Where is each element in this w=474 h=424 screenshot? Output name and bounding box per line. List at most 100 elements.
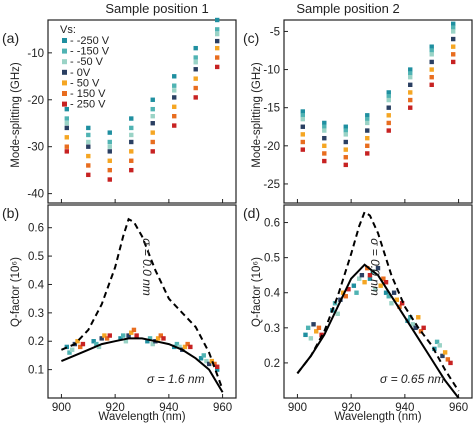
panel-b-point-s2-p5 bbox=[204, 358, 209, 364]
panel-b-point-s4-p4 bbox=[182, 344, 188, 350]
panel-c-ytick-label-2: -15 bbox=[263, 103, 280, 115]
panel-d-point-s3-p2 bbox=[359, 272, 365, 278]
panel-b-curve-dashed bbox=[61, 217, 224, 390]
panel-c-point-s2-p1 bbox=[322, 128, 327, 133]
panel-b-point-s3-p5 bbox=[206, 361, 212, 367]
legend-label-6: - 250 V bbox=[70, 99, 106, 111]
panel-a-point-s0-p2 bbox=[107, 130, 112, 135]
panel-c-point-s4-p2 bbox=[343, 147, 348, 152]
panel-c-point-s6-p3 bbox=[365, 151, 370, 156]
panel-a-point-s5-p1 bbox=[86, 163, 91, 168]
panel-d-point-s6-p5 bbox=[421, 325, 426, 331]
panel-b-point-s6-p5 bbox=[215, 364, 220, 369]
panel-d-xtick-label-1: 920 bbox=[342, 402, 361, 414]
panel-a-point-s5-p3 bbox=[129, 158, 134, 163]
panel-b-point-s4-p3 bbox=[155, 336, 161, 341]
panel-a-point-s6-p1 bbox=[86, 172, 91, 178]
annotation-sigma-1-6: σ = 1.6 nm bbox=[147, 372, 205, 386]
panel-c-frame bbox=[283, 19, 473, 204]
panel-a-point-s6-p6 bbox=[193, 95, 198, 100]
panel-b-point-s5-p0 bbox=[78, 344, 83, 350]
annotation-sigma-0-right: σ = 0.0 nm bbox=[368, 238, 382, 296]
panel-c-ytick-label-3: -10 bbox=[263, 65, 280, 77]
legend-label-1: - -150 V bbox=[70, 46, 110, 58]
panel-d-point-s3-p0 bbox=[311, 322, 316, 327]
panel-d-point-s1-p4 bbox=[386, 294, 391, 299]
legend-label-3: - 0V bbox=[70, 67, 91, 79]
panel-d-curve-solid bbox=[296, 263, 460, 399]
panel-a-point-s2-p7 bbox=[215, 31, 220, 37]
panel-c-point-s0-p6 bbox=[429, 44, 434, 49]
panel-c-point-s0-p3 bbox=[365, 113, 370, 118]
legend-swatch-0 bbox=[62, 38, 67, 43]
panel-d-point-s0-p2 bbox=[351, 283, 357, 288]
panel-a-point-s0-p4 bbox=[150, 97, 155, 102]
panel-d-point-s5-p3 bbox=[381, 276, 386, 281]
panel-d-xtick-label-3: 960 bbox=[449, 402, 468, 414]
panel-a-point-s4-p3 bbox=[129, 149, 134, 154]
panel-c-point-s1-p3 bbox=[365, 116, 370, 122]
panel-a-point-s4-p0 bbox=[64, 135, 69, 140]
panel-d-point-s5-p5 bbox=[418, 329, 424, 334]
panel-d-point-s2-p4 bbox=[389, 301, 394, 306]
panel-c-point-s6-p7 bbox=[451, 59, 456, 65]
panel-a-point-s4-p6 bbox=[193, 76, 198, 81]
panel-c-point-s2-p5 bbox=[408, 74, 413, 80]
panel-a-point-s2-p6 bbox=[193, 60, 198, 65]
panel-a-ytick-label-3: -10 bbox=[27, 48, 44, 60]
panel-a-point-s5-p6 bbox=[193, 85, 198, 91]
panel-d-point-s4-p3 bbox=[378, 283, 383, 288]
panel-c-point-s0-p1 bbox=[322, 120, 327, 126]
panel-a-point-s1-p6 bbox=[193, 55, 198, 60]
panel-c-point-s2-p6 bbox=[429, 52, 434, 57]
panel-d-point-s6-p2 bbox=[367, 272, 373, 278]
panel-a-point-s5-p0 bbox=[64, 144, 69, 149]
panel-c-mode-splitting: -25 -20 -15 -10 -5 bbox=[263, 19, 473, 204]
panel-a-point-s5-p7 bbox=[215, 55, 220, 60]
panel-a-point-s1-p1 bbox=[86, 132, 91, 138]
panel-a-ytick-label-2: -20 bbox=[27, 95, 44, 107]
panel-d-q-factor: 0.2 0.3 0.4 0.5 0.6 900 920 940 960 bbox=[264, 204, 473, 414]
panel-c-ytick-label-0: -25 bbox=[263, 179, 280, 191]
column-title-1: Sample position 1 bbox=[105, 1, 208, 16]
legend-title: Vs: bbox=[60, 24, 76, 36]
panel-c-point-s5-p6 bbox=[429, 74, 434, 80]
panel-a-point-s6-p7 bbox=[215, 64, 220, 70]
panel-a-ytick-label-0: -40 bbox=[27, 189, 44, 201]
panel-d-point-s0-p4 bbox=[383, 290, 389, 295]
panel-letter-d: (d) bbox=[243, 205, 260, 221]
panel-c-ytick-label-4: -5 bbox=[270, 26, 280, 38]
panel-a-point-s4-p5 bbox=[172, 104, 177, 110]
panel-letter-b: (b) bbox=[2, 205, 19, 221]
panel-a-point-s6-p3 bbox=[129, 167, 134, 173]
panel-d-point-s5-p4 bbox=[397, 304, 402, 309]
legend-swatch-6 bbox=[62, 101, 67, 107]
panel-a-ytick-label-1: -30 bbox=[27, 142, 44, 154]
panel-a-point-s0-p6 bbox=[193, 45, 198, 51]
panel-c-point-s3-p5 bbox=[408, 82, 413, 88]
x-label-left: Wavelength (nm) bbox=[98, 411, 185, 423]
panel-d-ytick-label-3: 0.5 bbox=[264, 253, 280, 265]
panel-a-point-s3-p1 bbox=[86, 144, 91, 149]
panel-c-point-s3-p2 bbox=[343, 139, 348, 145]
panel-d-point-s1-p6 bbox=[434, 339, 440, 345]
panel-b-ytick-label-2: 0.3 bbox=[28, 308, 44, 320]
legend-label-2: - -50 V bbox=[70, 56, 104, 68]
panel-c-point-s6-p0 bbox=[300, 147, 305, 152]
panel-a-frame bbox=[47, 19, 237, 204]
panel-b-ytick-label-3: 0.4 bbox=[28, 279, 45, 291]
panel-b-point-s2-p0 bbox=[69, 347, 75, 352]
panel-d-point-s1-p5 bbox=[408, 315, 413, 320]
panel-d-point-s3-p3 bbox=[375, 265, 381, 271]
panel-d-point-s3-p6 bbox=[440, 353, 445, 359]
panel-c-point-s3-p3 bbox=[365, 128, 370, 133]
panel-d-point-s2-p6 bbox=[437, 343, 442, 348]
panel-d-frame bbox=[283, 204, 473, 399]
panel-a-point-s6-p2 bbox=[107, 177, 112, 182]
panel-c-point-s1-p7 bbox=[451, 25, 456, 30]
panel-a-point-s3-p5 bbox=[172, 95, 177, 100]
panel-c-point-s2-p2 bbox=[343, 132, 348, 137]
panel-b-frame bbox=[47, 204, 237, 399]
panel-d-ytick-label-4: 0.6 bbox=[264, 218, 280, 230]
panel-c-point-s6-p1 bbox=[322, 158, 327, 164]
